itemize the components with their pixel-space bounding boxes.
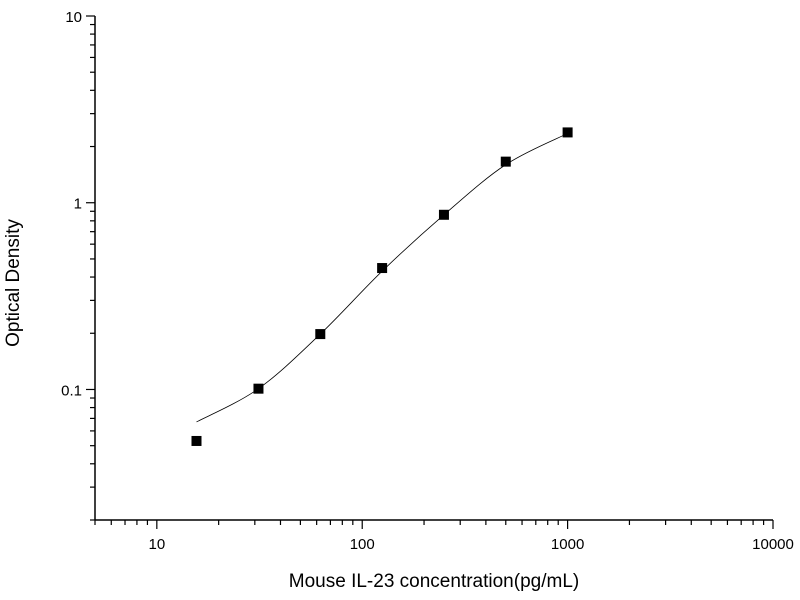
x-tick-label: 100 [350,536,375,553]
data-point [562,127,573,138]
y-tick-label: 10 [65,9,82,26]
fit-curve [196,133,568,423]
y-tick-label: 1 [74,196,82,213]
axes [94,16,773,521]
x-axis-title: Mouse IL-23 concentration(pg/mL) [289,571,579,592]
data-point [253,383,264,394]
y-axis-title: Optical Density [3,219,24,347]
data-point [500,156,511,167]
x-tick-label: 10000 [752,536,794,553]
ticks [86,15,774,529]
data-point [315,329,326,340]
data-points [191,127,573,446]
y-tick-label: 0.1 [61,382,82,399]
data-point [191,435,202,446]
x-tick-label: 10 [148,536,165,553]
x-tick-label: 1000 [551,536,584,553]
data-point [438,209,449,220]
data-point [377,263,388,274]
